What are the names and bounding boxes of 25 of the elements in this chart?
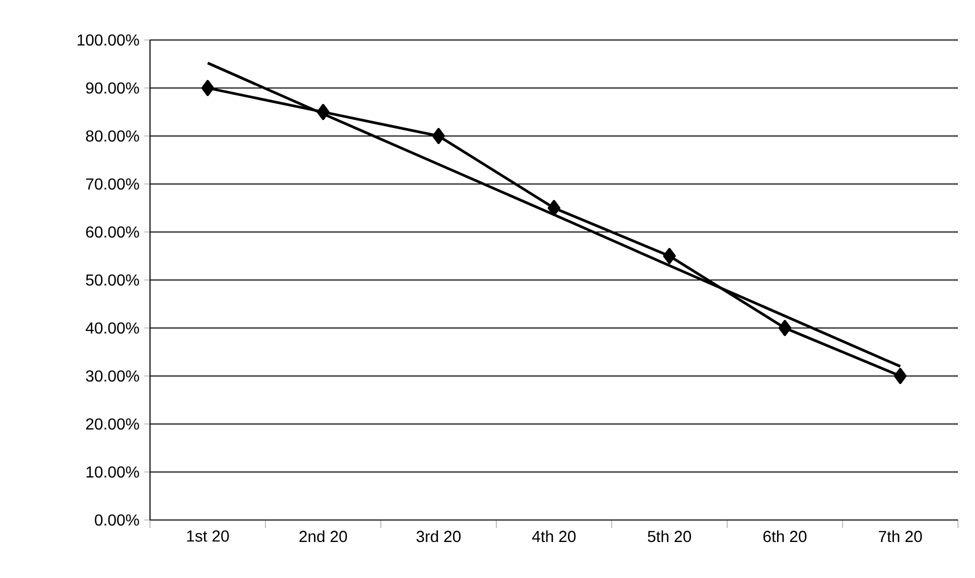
point — [432, 128, 445, 144]
y-tick-label: 20.00% — [86, 418, 140, 430]
x-tick-label: 7th 20 — [878, 530, 922, 542]
y-tick-label: 70.00% — [86, 178, 140, 190]
x-tick-label: 1st 20 — [187, 530, 229, 542]
x-tick-label: 5th 20 — [648, 530, 692, 542]
y-tick-label: 0.00% — [94, 514, 140, 526]
y-tick-label: 60.00% — [86, 226, 140, 238]
y-tick-label: 40.00% — [86, 322, 140, 334]
x-tick-label: 2nd 20 — [299, 530, 347, 542]
point — [778, 320, 792, 336]
y-tick-label: 30.00% — [86, 370, 140, 382]
y-tick-label: 90.00% — [86, 82, 140, 94]
x-tick-label: 6th 20 — [763, 530, 806, 542]
point — [894, 368, 907, 384]
point — [548, 200, 560, 216]
point — [316, 104, 330, 120]
x-tick-label: 4th 20 — [532, 530, 576, 542]
point — [201, 80, 214, 96]
point — [663, 248, 676, 264]
y-tick-label: 100.00% — [78, 34, 140, 46]
y-tick-label: 10.00% — [86, 466, 140, 478]
y-tick-label: 50.00% — [86, 274, 140, 286]
x-tick-label: 3rd 20 — [416, 530, 461, 542]
y-tick-label: 80.00% — [86, 130, 140, 142]
